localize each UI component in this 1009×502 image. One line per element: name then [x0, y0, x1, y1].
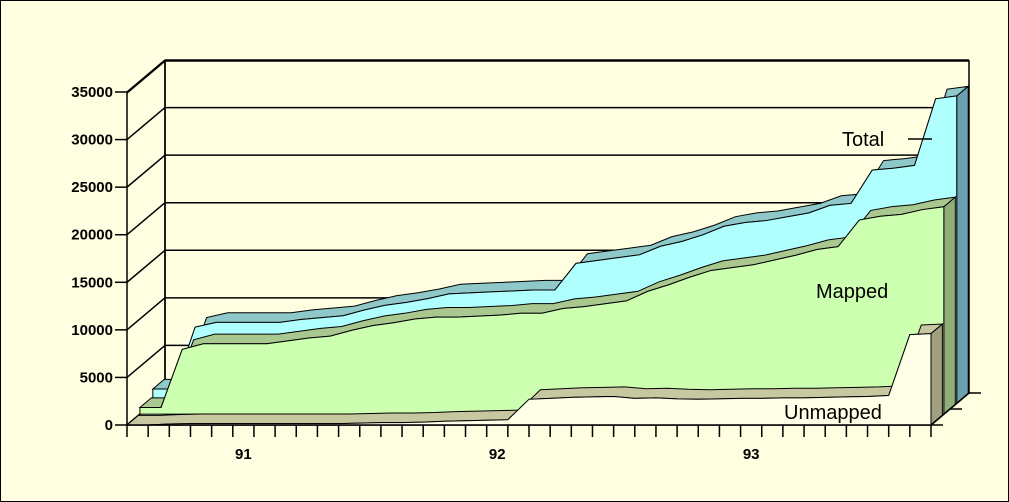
y-tick-label: 15000	[71, 274, 113, 291]
gridline-side	[126, 106, 166, 141]
y-tick-label: 10000	[71, 322, 113, 339]
series-end-cap	[930, 322, 943, 427]
series-mapped	[138, 196, 957, 416]
gridline-side	[126, 202, 166, 236]
series-label-mapped: Mapped	[816, 281, 888, 303]
gridline-side	[126, 249, 166, 283]
x-axis-tick-labels: 91 92 93	[235, 446, 759, 463]
y-tick-label: 5000	[80, 369, 113, 386]
y-axis-tick-labels: 0 5000 10000 15000 20000 25000 30000 35000	[71, 84, 127, 434]
x-tick-label: 91	[235, 446, 252, 463]
x-tick-label: 93	[743, 446, 760, 463]
y-tick-label: 25000	[71, 179, 113, 196]
gridline-side	[126, 154, 166, 188]
side-wall-edge	[126, 59, 166, 426]
y-tick-label: 35000	[71, 84, 113, 101]
axes	[126, 92, 981, 437]
gridline-side	[126, 344, 166, 379]
x-tick-label: 92	[489, 446, 506, 463]
gridline-side	[126, 297, 166, 331]
series-labels: Total Mapped Unmapped	[784, 129, 932, 424]
series-areas	[125, 85, 970, 427]
series-area	[127, 333, 932, 426]
series-label-total: Total	[842, 129, 884, 151]
y-tick-label: 0	[105, 417, 113, 434]
y-tick-label: 20000	[71, 227, 113, 244]
series-label-unmapped: Unmapped	[784, 402, 882, 424]
series-end-cap	[956, 85, 969, 405]
gridline-side	[126, 59, 166, 93]
series-area	[139, 206, 945, 415]
series-end-cap	[943, 196, 956, 416]
y-tick-label: 30000	[71, 132, 113, 149]
